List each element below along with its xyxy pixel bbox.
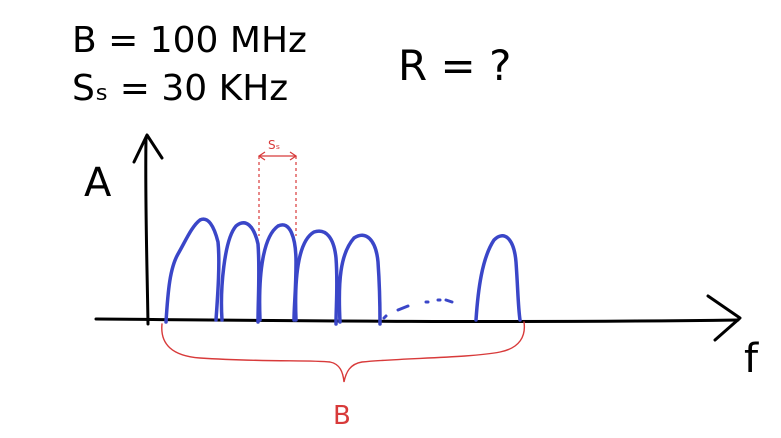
spacing-arrowhead-right	[289, 151, 298, 161]
ellipsis	[382, 298, 454, 320]
subcarrier-lobe	[474, 234, 522, 322]
y-axis	[144, 136, 150, 326]
subcarrier-lobe	[164, 217, 221, 324]
axes: A f	[84, 133, 759, 382]
subcarrier-lobe	[337, 233, 382, 326]
bandwidth-annotation: B = 100 MHz	[72, 20, 307, 61]
y-axis-label: A	[84, 160, 112, 206]
subcarrier-spacing-annotation: Sₛ = 30 KHz	[72, 68, 288, 109]
subcarrier-lobe	[219, 221, 261, 324]
ellipsis-dash	[444, 298, 454, 304]
subcarrier-lobe	[293, 229, 339, 326]
bandwidth-label: B	[333, 401, 351, 431]
rate-question: R = ?	[398, 41, 511, 90]
x-axis	[94, 317, 740, 324]
spacing-arrowhead-left	[257, 151, 266, 161]
x-axis-arrowhead	[706, 294, 742, 342]
subcarrier-lobes	[164, 217, 522, 326]
y-axis-arrowhead	[132, 133, 164, 164]
spacing-marker	[257, 151, 298, 236]
x-axis-label: f	[744, 336, 759, 382]
spacing-label: Sₛ	[268, 138, 280, 152]
ellipsis-dash	[382, 314, 388, 320]
subcarrier-lobe	[257, 223, 298, 322]
ellipsis-dash	[396, 304, 410, 312]
bandwidth-brace	[161, 321, 526, 383]
